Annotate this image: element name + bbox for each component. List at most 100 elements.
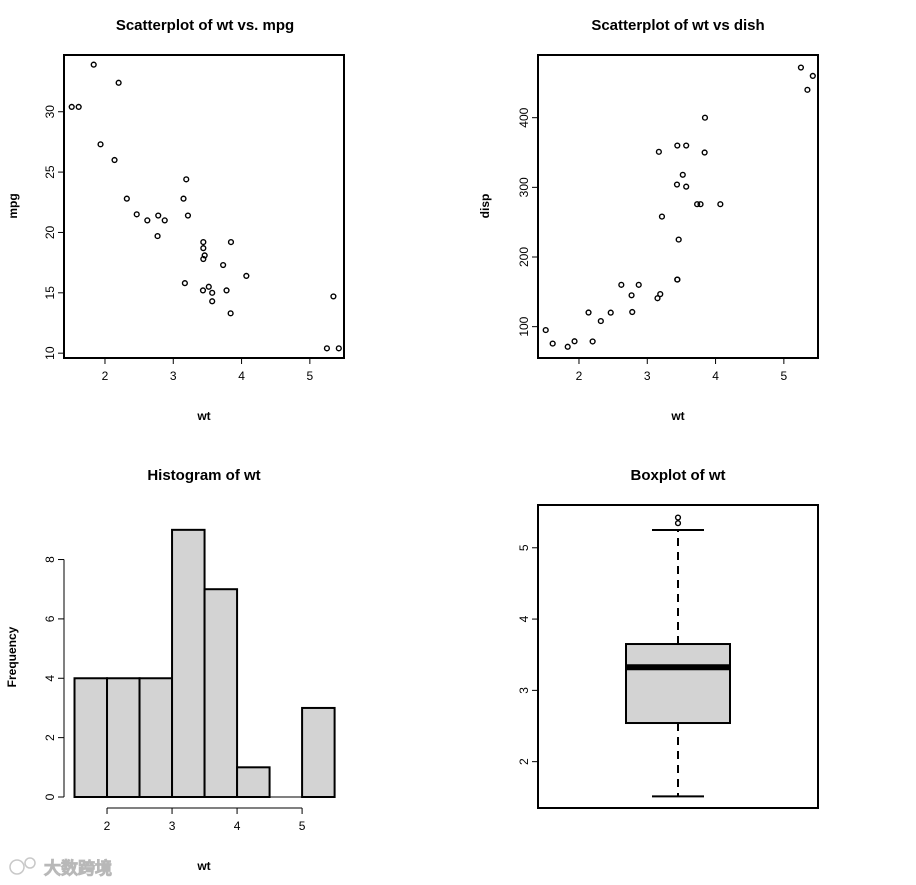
data-point [144, 217, 151, 224]
y-tick-label: 6 [43, 615, 57, 622]
x-axis-label: wt [196, 859, 210, 873]
histogram-bar [138, 677, 174, 799]
y-axis-label: disp [478, 194, 492, 219]
data-point [694, 201, 701, 208]
data-point [115, 79, 122, 86]
data-point [68, 103, 75, 111]
y-axis-label: Frequency [5, 626, 19, 687]
watermark: 大数跨境 [9, 857, 112, 878]
x-tick-label: 4 [234, 819, 241, 833]
y-tick-label: 4 [43, 675, 57, 682]
y-tick-label: 3 [517, 687, 531, 694]
data-point [180, 195, 187, 202]
data-point [200, 245, 207, 252]
data-point [628, 292, 635, 299]
data-point [75, 103, 82, 111]
y-axis: 0 2 4 6 8 [43, 556, 65, 800]
data-point [97, 141, 104, 148]
interquartile-box [625, 643, 731, 725]
data-point [618, 281, 625, 288]
y-tick-label: 200 [517, 247, 531, 267]
data-point [717, 201, 724, 208]
data-point [597, 317, 604, 325]
data-point [243, 272, 250, 280]
y-axis-label: mpg [6, 193, 20, 218]
data-point [701, 114, 709, 121]
data-point [589, 338, 596, 345]
y-tick-label: 4 [517, 615, 531, 622]
x-axis-label: wt [196, 409, 210, 423]
data-point [199, 287, 207, 294]
data-point [111, 156, 118, 164]
data-point [629, 308, 636, 316]
x-axis-label: wt [670, 409, 684, 423]
histogram-wt-panel: Histogram of wt 2 3 4 5 0 2 4 6 8 wt Frequency [5, 467, 336, 873]
y-axis: 10 15 20 25 30 [43, 105, 65, 360]
data-point [607, 309, 614, 316]
y-tick-label: 20 [43, 225, 57, 239]
data-point [679, 171, 686, 178]
data-point [123, 195, 130, 202]
data-point [585, 309, 592, 316]
x-tick-label: 4 [238, 369, 245, 383]
y-tick-label: 400 [517, 107, 531, 127]
watermark-logo-icon [24, 857, 36, 869]
y-axis: 100 200 300 400 [517, 107, 539, 337]
data-point [674, 276, 681, 283]
data-point [797, 64, 805, 71]
boxplot-wt-panel: Boxplot of wt 2 3 4 5 [517, 467, 819, 809]
x-tick-label: 5 [299, 819, 306, 833]
data-point [200, 255, 207, 263]
y-tick-label: 2 [517, 758, 531, 765]
data-point [635, 281, 642, 288]
y-axis: 2 3 4 5 [517, 544, 539, 765]
data-point [181, 280, 188, 287]
histogram-bar [236, 766, 271, 799]
x-tick-label: 2 [104, 819, 111, 833]
chart-title: Histogram of wt [147, 467, 260, 484]
data-point [227, 310, 234, 317]
data-point [654, 295, 661, 302]
data-point [200, 239, 207, 246]
histogram-bar [73, 677, 109, 799]
x-axis: 2 3 4 5 [102, 357, 314, 383]
data-point [227, 239, 235, 246]
histogram-bar [106, 677, 141, 799]
scatter-wt-disp-panel: Scatterplot of wt vs dish 2 3 4 5 100 200 300… [478, 17, 819, 423]
box-elements [625, 514, 731, 798]
data-point [683, 183, 690, 190]
data-point [205, 283, 212, 290]
data-point [223, 287, 230, 294]
histogram-bars [73, 528, 336, 799]
data-points [542, 64, 816, 350]
x-tick-label: 2 [102, 369, 109, 383]
data-point [683, 142, 690, 149]
data-point [335, 345, 342, 352]
data-point [657, 291, 664, 298]
data-point [330, 293, 337, 300]
chart-title: Scatterplot of wt vs. mpg [116, 17, 294, 34]
x-tick-label: 3 [170, 369, 177, 383]
data-point [542, 326, 549, 334]
y-tick-label: 25 [43, 165, 57, 179]
y-tick-label: 15 [43, 286, 57, 300]
y-tick-label: 100 [517, 316, 531, 336]
data-point [804, 86, 811, 93]
plot-frame [537, 54, 819, 359]
data-point [701, 149, 708, 156]
data-point [161, 217, 168, 224]
y-tick-label: 300 [517, 177, 531, 197]
histogram-bar [171, 528, 206, 798]
data-point [658, 213, 666, 220]
data-point [323, 345, 331, 352]
data-point [571, 338, 578, 345]
data-point [564, 343, 571, 350]
data-point [549, 340, 556, 347]
x-tick-label: 4 [712, 369, 719, 383]
data-point [90, 61, 97, 68]
histogram-bar [301, 706, 336, 799]
y-tick-label: 8 [43, 556, 57, 563]
data-point [154, 232, 161, 240]
y-tick-label: 30 [43, 105, 57, 119]
